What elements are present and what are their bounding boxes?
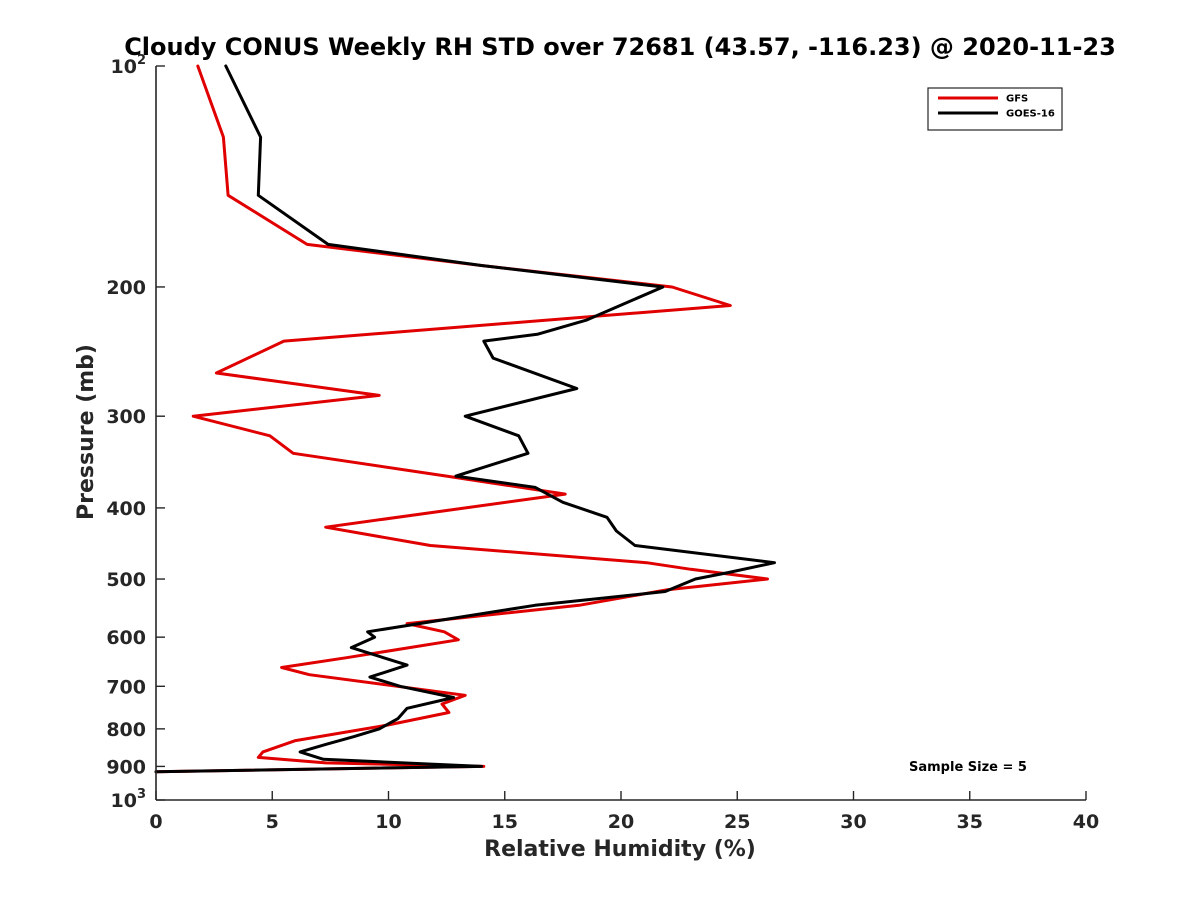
- legend: GFS GOES-16: [927, 87, 1063, 131]
- y-tick-label: 400: [106, 498, 146, 520]
- sample-size-annotation: Sample Size = 5: [909, 760, 1027, 775]
- y-tick-label: 200: [106, 277, 146, 299]
- y-tick-label: 300: [106, 406, 146, 428]
- y-tick-label: 700: [106, 676, 146, 698]
- x-tick-label: 35: [957, 811, 983, 833]
- x-tick-label: 15: [492, 811, 518, 833]
- y-tick-label: 600: [106, 627, 146, 649]
- y-tick-label: 900: [106, 756, 146, 778]
- y-axis-ticks: 102 200 300 400 500 600 700 800 900 103: [106, 53, 165, 812]
- series-line-goes-16: [154, 64, 776, 774]
- x-tick-label: 0: [149, 811, 162, 833]
- x-tick-label: 40: [1073, 811, 1099, 833]
- y-axis-label: Pressure (mb): [74, 344, 99, 520]
- legend-label: GOES-16: [1006, 109, 1055, 120]
- y-tick-label: 500: [106, 569, 146, 591]
- x-tick-label: 30: [840, 811, 866, 833]
- legend-box: [927, 87, 1063, 131]
- y-tick-label: 102: [111, 53, 147, 78]
- x-tick-label: 5: [266, 811, 279, 833]
- x-axis-ticks: 0 5 10 15 20 25 30 35 40: [149, 791, 1099, 833]
- x-tick-label: 20: [608, 811, 634, 833]
- y-tick-label: 800: [106, 719, 146, 741]
- y-tick-label: 103: [111, 787, 147, 812]
- series-layer: [154, 64, 776, 774]
- x-tick-label: 25: [724, 811, 750, 833]
- x-tick-label: 10: [375, 811, 401, 833]
- chart-title: Cloudy CONUS Weekly RH STD over 72681 (4…: [124, 33, 1116, 61]
- x-axis-label: Relative Humidity (%): [484, 837, 756, 862]
- legend-label: GFS: [1006, 94, 1028, 105]
- series-line-gfs: [154, 64, 769, 774]
